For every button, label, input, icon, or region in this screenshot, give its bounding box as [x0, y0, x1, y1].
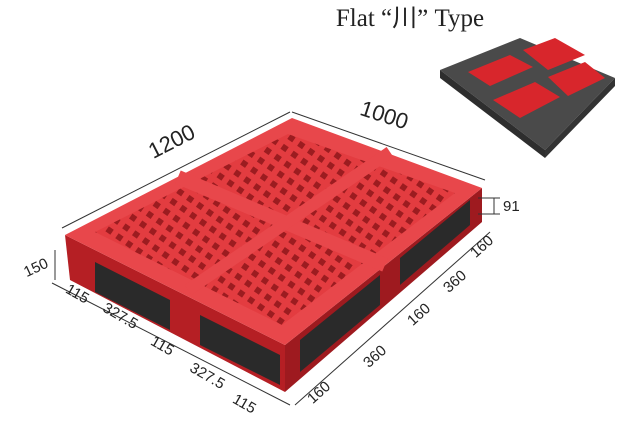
length-segment-label: 115	[148, 333, 177, 360]
length-segment-label: 115	[230, 391, 259, 418]
length-label: 1200	[144, 119, 199, 163]
deck-thickness-label: 91	[503, 198, 520, 215]
width-segment-label: 360	[360, 342, 390, 371]
width-segment-label: 160	[467, 232, 497, 261]
pallet	[65, 118, 482, 392]
length-segment-label: 327.5	[187, 359, 228, 392]
inset-photo	[440, 38, 615, 158]
dimension-lines	[51, 111, 500, 406]
width-segment-label: 360	[440, 267, 470, 296]
width-label: 1000	[357, 95, 411, 134]
height-label: 150	[21, 255, 51, 281]
width-segment-label: 160	[304, 378, 334, 407]
title: Flat “川” Type	[336, 5, 484, 32]
